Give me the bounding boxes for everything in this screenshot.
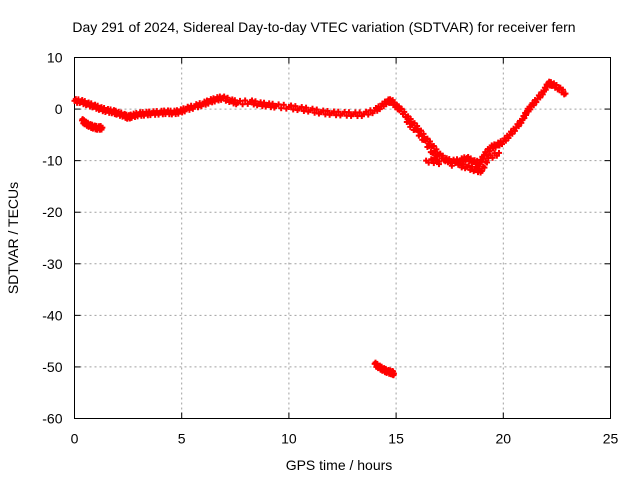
x-tick-label: 15 [388,431,404,447]
data-point [430,160,437,167]
data-point [390,370,397,377]
data-point [423,157,430,164]
tick-layer: 0 5 10 15 20 25 10 0 -10 -20 -30 -40 -50 -60 [42,50,618,447]
data-point [505,135,512,142]
data-point [553,81,560,88]
data-point [489,154,496,161]
data-point [530,102,537,109]
data-point [433,146,440,153]
data-point [465,162,472,169]
data-point [221,93,228,100]
data-point [365,111,372,118]
data-point [408,121,415,128]
data-point [521,115,528,122]
data-point [533,99,540,106]
data-point [184,103,191,110]
data-point [417,131,424,138]
data-point [562,90,569,97]
data-point [269,100,276,107]
data-point [483,151,490,158]
data-point [237,97,244,104]
data-point [224,94,231,101]
data-point [484,159,491,166]
x-tick-label: 25 [603,431,619,447]
data-point [401,108,408,115]
data-point [460,161,467,168]
data-point [186,106,193,113]
grid-layer [74,57,611,419]
data-point [414,126,421,133]
data-point [442,158,449,165]
data-point [542,86,549,93]
data-point [478,167,485,174]
data-point [303,104,310,111]
data-point [435,161,442,168]
data-point [559,86,566,93]
y-tick-label: -50 [42,359,62,375]
data-point [429,156,436,163]
data-point [518,119,525,126]
point-layer [71,78,569,379]
data-point [398,105,405,112]
data-point [356,109,363,116]
chart-title: Day 291 of 2024, Sidereal Day-to-day VTE… [72,19,575,35]
data-point [515,123,522,130]
data-point [335,108,342,115]
data-point [405,118,412,125]
x-tick-label: 0 [71,431,79,447]
data-point [292,103,299,110]
y-tick-label: -10 [42,153,62,169]
data-point [194,104,201,111]
data-point [468,163,475,170]
plot-frame [74,57,611,419]
x-tick-label: 10 [281,431,297,447]
y-tick-label: -60 [42,411,62,427]
data-point [481,164,488,171]
data-point [486,148,493,155]
data-point [422,137,429,144]
data-point [239,101,246,108]
data-point [278,105,285,112]
y-tick-label: -30 [42,256,62,272]
data-point [99,124,106,131]
data-point [426,142,433,149]
data-point [261,99,268,106]
data-point [430,149,437,156]
y-tick-label: -20 [42,204,62,220]
data-point [280,101,287,108]
data-point [242,97,249,104]
data-point [252,98,259,105]
data-point [539,91,546,98]
x-tick-label: 20 [496,431,512,447]
data-point [467,155,474,162]
data-point [193,101,200,108]
y-tick-label: 0 [55,101,63,117]
y-axis-label: SDTVAR / TECUs [5,182,21,294]
data-point [275,101,282,108]
data-point [313,106,320,113]
x-axis-label: GPS time / hours [286,457,393,473]
data-point [496,149,503,156]
y-tick-label: -40 [42,307,62,323]
data-point [511,127,518,134]
data-point [439,152,446,159]
data-point [324,107,331,114]
data-point [537,94,544,101]
data-point [448,162,455,169]
y-tick-label: 10 [47,50,63,66]
x-tick-label: 5 [178,431,186,447]
data-point [345,109,352,116]
